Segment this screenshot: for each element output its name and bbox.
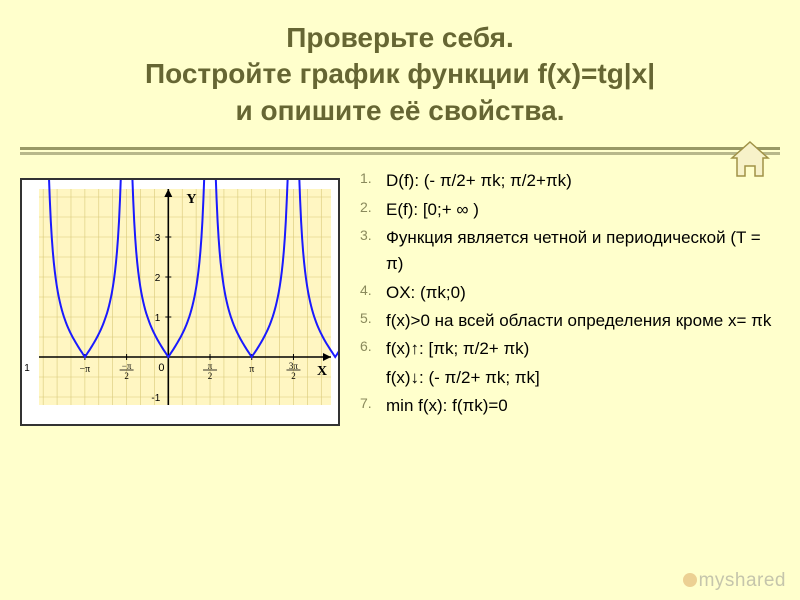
svg-text:2: 2 [208,371,213,381]
title-divider [20,147,780,150]
property-subitem: f(x)↓: (- π/2+ πk; πk] [360,365,780,391]
svg-text:2: 2 [155,273,161,284]
slide-title: Проверьте себя. Постройте график функции… [0,0,800,139]
property-item: f(x)↑: [πk; π/2+ πk) [360,336,780,362]
svg-text:X: X [317,364,327,379]
property-item: E(f): [0;+ ∞ ) [360,197,780,223]
function-graph: YX0−π−π2π2π3π2123-11 [20,178,340,426]
svg-text:Y: Y [186,192,196,207]
property-item: Функция является четной и периодической … [360,225,780,278]
svg-text:3π: 3π [289,361,299,371]
svg-text:3: 3 [155,233,161,244]
svg-text:0: 0 [158,362,164,374]
property-item: OX: (πk;0) [360,280,780,306]
svg-text:−π: −π [122,361,132,371]
property-item: f(x)>0 на всей области определения кроме… [360,308,780,334]
svg-text:π: π [208,361,213,371]
title-line-3: и опишите её свойства. [236,95,565,126]
svg-text:π: π [249,364,254,375]
svg-text:2: 2 [291,371,296,381]
property-item: D(f): (- π/2+ πk; π/2+πk) [360,168,780,194]
svg-text:2: 2 [124,371,129,381]
svg-text:-1: -1 [151,393,160,404]
properties-list: D(f): (- π/2+ πk; π/2+πk) E(f): [0;+ ∞ )Ф… [360,168,780,426]
title-line-2: Постройте график функции f(x)=tg|x| [145,58,655,89]
title-line-1: Проверьте себя. [286,22,514,53]
property-item: min f(x): f(πk)=0 [360,393,780,419]
content-row: YX0−π−π2π2π3π2123-11 D(f): (- π/2+ πk; π… [0,168,800,426]
svg-text:1: 1 [155,313,161,324]
svg-text:−π: −π [80,364,91,375]
watermark: myshared [683,570,786,592]
svg-text:1: 1 [24,363,30,374]
